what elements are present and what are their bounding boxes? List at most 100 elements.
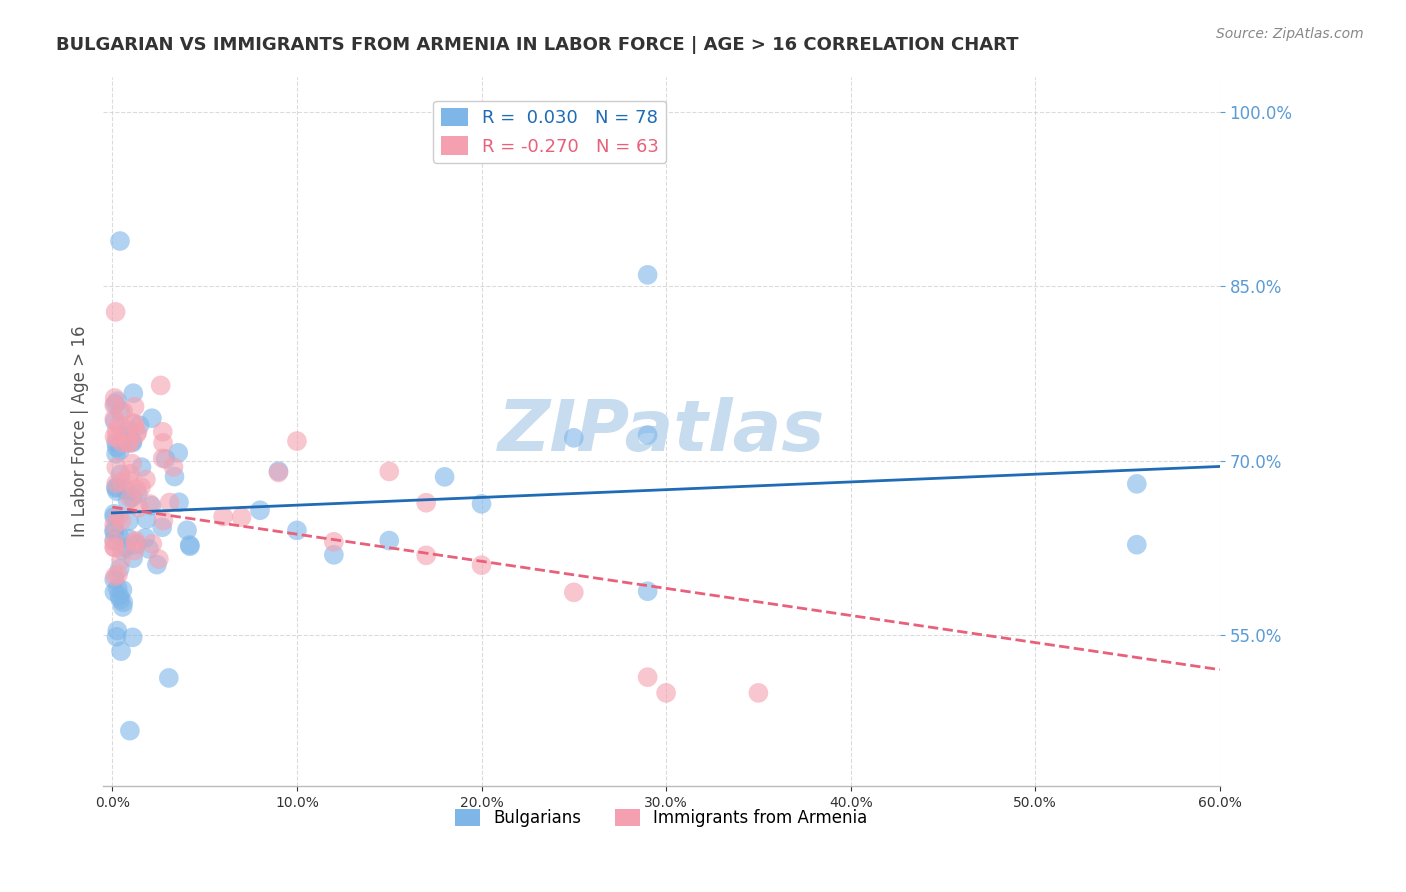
Bulgarians [103,509,125,524]
Immigrants from Armenia [103,411,125,425]
Text: ZIPatlas: ZIPatlas [498,397,825,467]
Immigrants from Armenia [212,509,235,524]
Bulgarians [637,268,659,282]
Bulgarians [135,512,157,526]
Immigrants from Armenia [124,543,146,558]
Bulgarians [118,514,141,528]
Bulgarians [121,631,143,645]
Bulgarians [433,470,456,484]
Immigrants from Armenia [135,473,157,487]
Immigrants from Armenia [378,465,401,479]
Bulgarians [131,460,153,475]
Immigrants from Armenia [322,534,344,549]
Bulgarians [103,585,125,599]
Immigrants from Armenia [103,429,125,443]
Immigrants from Armenia [415,496,437,510]
Immigrants from Armenia [149,378,172,392]
Immigrants from Armenia [231,510,253,524]
Bulgarians [103,525,125,540]
Bulgarians [105,394,128,409]
Immigrants from Armenia [105,476,128,491]
Bulgarians [103,507,125,521]
Bulgarians [179,538,201,552]
Bulgarians [122,386,145,401]
Bulgarians [108,443,131,458]
Immigrants from Armenia [118,435,141,450]
Bulgarians [105,480,128,494]
Bulgarians [157,671,180,685]
Immigrants from Armenia [125,427,148,442]
Immigrants from Armenia [103,517,125,532]
Immigrants from Armenia [112,404,135,418]
Immigrants from Armenia [152,436,174,450]
Immigrants from Armenia [104,569,127,583]
Immigrants from Armenia [111,435,134,450]
Immigrants from Armenia [122,416,145,430]
Immigrants from Armenia [120,491,142,506]
Immigrants from Armenia [267,466,290,480]
Immigrants from Armenia [655,686,678,700]
Bulgarians [103,573,125,587]
Bulgarians [117,493,139,508]
Bulgarians [141,411,163,425]
Bulgarians [146,558,169,572]
Text: Source: ZipAtlas.com: Source: ZipAtlas.com [1216,27,1364,41]
Immigrants from Armenia [159,495,181,509]
Immigrants from Armenia [124,533,146,548]
Bulgarians [105,624,128,638]
Bulgarians [112,595,135,609]
Bulgarians [104,414,127,428]
Bulgarians [155,452,177,467]
Immigrants from Armenia [124,400,146,414]
Bulgarians [111,599,134,614]
Immigrants from Armenia [124,417,146,432]
Bulgarians [163,469,186,483]
Bulgarians [104,481,127,495]
Legend: Bulgarians, Immigrants from Armenia: Bulgarians, Immigrants from Armenia [449,803,875,834]
Bulgarians [107,581,129,595]
Bulgarians [167,495,190,509]
Immigrants from Armenia [105,424,128,438]
Bulgarians [128,418,150,433]
Immigrants from Armenia [285,434,308,448]
Bulgarians [115,541,138,555]
Immigrants from Armenia [141,537,163,551]
Bulgarians [167,446,190,460]
Bulgarians [105,447,128,461]
Immigrants from Armenia [104,391,127,405]
Bulgarians [117,532,139,546]
Bulgarians [267,464,290,478]
Bulgarians [103,523,125,537]
Bulgarians [150,520,173,534]
Immigrants from Armenia [103,398,125,412]
Immigrants from Armenia [127,500,149,515]
Bulgarians [110,644,132,658]
Bulgarians [114,483,136,497]
Bulgarians [105,484,128,499]
Immigrants from Armenia [127,425,149,439]
Immigrants from Armenia [152,425,174,439]
Immigrants from Armenia [415,549,437,563]
Immigrants from Armenia [105,460,128,475]
Immigrants from Armenia [470,558,492,573]
Bulgarians [127,486,149,500]
Immigrants from Armenia [107,509,129,524]
Bulgarians [105,435,128,450]
Bulgarians [108,234,131,248]
Immigrants from Armenia [125,482,148,496]
Bulgarians [121,490,143,504]
Bulgarians [110,467,132,482]
Immigrants from Armenia [747,686,769,700]
Bulgarians [110,592,132,607]
Immigrants from Armenia [562,585,585,599]
Immigrants from Armenia [117,474,139,488]
Bulgarians [179,539,201,553]
Immigrants from Armenia [110,475,132,489]
Immigrants from Armenia [103,541,125,555]
Bulgarians [110,404,132,418]
Bulgarians [121,434,143,449]
Immigrants from Armenia [139,497,162,511]
Immigrants from Armenia [104,305,127,319]
Bulgarians [111,543,134,558]
Bulgarians [637,428,659,442]
